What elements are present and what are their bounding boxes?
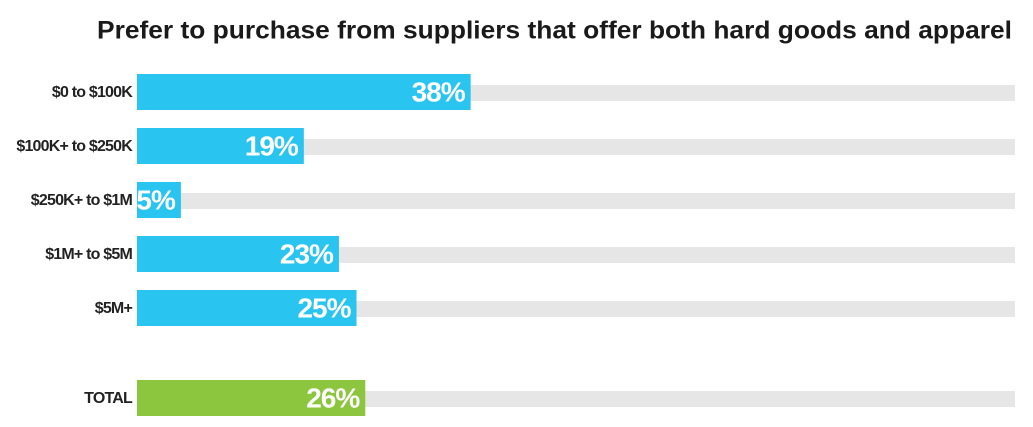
value-label: 26% <box>306 382 360 413</box>
bar <box>137 290 357 326</box>
value-label: 25% <box>297 292 351 323</box>
value-label: 23% <box>280 238 334 269</box>
track <box>137 247 1015 263</box>
bar <box>137 182 181 218</box>
category-label: $5M+ <box>95 300 133 317</box>
track <box>137 139 1015 155</box>
bar <box>137 74 471 110</box>
category-label: $250K+ to $1M <box>31 192 133 209</box>
track <box>137 193 1015 209</box>
bar <box>137 128 304 164</box>
bar <box>137 380 366 416</box>
category-label: $0 to $100K <box>52 84 133 101</box>
category-label: $100K+ to $250K <box>16 138 133 155</box>
value-label: 38% <box>412 76 466 107</box>
category-label: TOTAL <box>84 390 133 407</box>
value-label: 5% <box>136 184 176 215</box>
category-label: $1M+ to $5M <box>45 246 132 263</box>
value-label: 19% <box>245 130 299 161</box>
chart-title: Prefer to purchase from suppliers that o… <box>97 17 1012 45</box>
bar <box>137 236 339 272</box>
